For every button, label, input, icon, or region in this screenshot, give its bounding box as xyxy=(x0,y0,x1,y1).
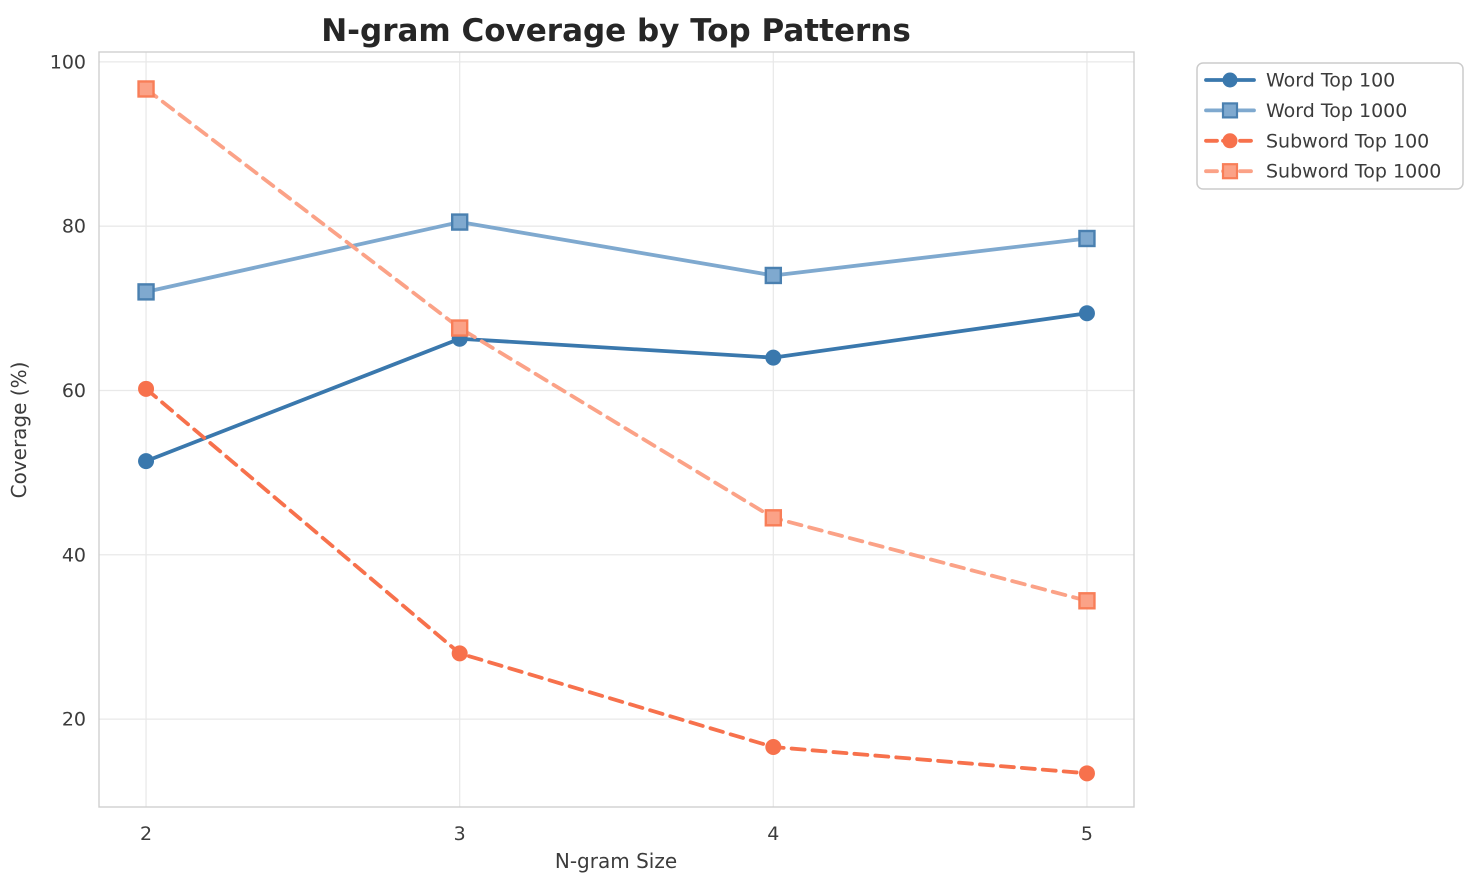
legend-marker xyxy=(1221,102,1239,119)
data-point-marker xyxy=(138,453,155,470)
data-point-marker xyxy=(764,266,783,285)
data-point-marker xyxy=(137,283,155,301)
legend-item-subword-top-1000: Subword Top 1000 xyxy=(1204,161,1441,183)
series-subword-top-100 xyxy=(138,380,1095,782)
x-axis-label: N-gram Size xyxy=(555,849,677,873)
series-line-subword-top-100 xyxy=(144,386,1089,776)
legend-marker xyxy=(1222,133,1238,149)
legend-item-label: Subword Top 1000 xyxy=(1266,161,1441,183)
data-point-marker xyxy=(1078,305,1095,322)
y-tick-label: 40 xyxy=(62,544,86,566)
data-point-marker xyxy=(1078,765,1095,782)
data-point-marker xyxy=(450,319,469,337)
x-tick-label: 2 xyxy=(140,823,152,845)
y-tick-label: 20 xyxy=(62,709,86,731)
x-tick-label: 3 xyxy=(454,823,466,845)
grid-lines xyxy=(99,52,1134,807)
data-point-marker xyxy=(765,349,782,366)
series-subword-top-1000 xyxy=(137,80,1096,610)
data-point-marker xyxy=(764,509,783,527)
x-tick-label: 4 xyxy=(767,823,779,845)
axis-tick-labels: 20 40 60 80 100 2 3 4 5 xyxy=(50,51,1093,845)
legend-item-label: Word Top 1000 xyxy=(1266,100,1407,122)
legend-marker xyxy=(1222,72,1238,88)
legend-marker xyxy=(1221,163,1239,180)
y-tick-label: 80 xyxy=(62,216,86,238)
data-point-marker xyxy=(1078,229,1096,248)
legend-item-subword-top-100: Subword Top 100 xyxy=(1204,130,1429,152)
y-tick-label: 60 xyxy=(62,380,86,402)
chart-title: N-gram Coverage by Top Patterns xyxy=(321,13,911,49)
y-tick-label: 100 xyxy=(50,51,86,73)
data-point-marker xyxy=(137,80,155,98)
data-point-marker xyxy=(765,739,782,756)
legend-item-label: Word Top 100 xyxy=(1266,70,1395,92)
legend-item-word-top-1000: Word Top 1000 xyxy=(1204,100,1407,122)
series-word-top-1000 xyxy=(137,213,1096,301)
x-tick-label: 5 xyxy=(1081,823,1093,845)
series-line-word-top-1000 xyxy=(144,220,1089,294)
data-point-marker xyxy=(451,645,468,662)
legend-item-word-top-100: Word Top 100 xyxy=(1204,70,1395,92)
series-word-top-100 xyxy=(138,305,1095,470)
data-point-marker xyxy=(1078,592,1096,610)
series-line-subword-top-1000 xyxy=(144,87,1089,603)
series-layer xyxy=(137,80,1096,782)
y-axis-label: Coverage (%) xyxy=(7,362,31,499)
legend-item-label: Subword Top 100 xyxy=(1266,130,1429,152)
data-point-marker xyxy=(138,380,155,397)
plot-area-border xyxy=(98,51,1135,808)
series-line-word-top-100 xyxy=(144,311,1089,464)
legend: Word Top 100 Word Top 1000 Subword Top 100… xyxy=(1196,62,1464,190)
legend-box xyxy=(1196,62,1464,190)
data-point-marker xyxy=(450,213,469,231)
